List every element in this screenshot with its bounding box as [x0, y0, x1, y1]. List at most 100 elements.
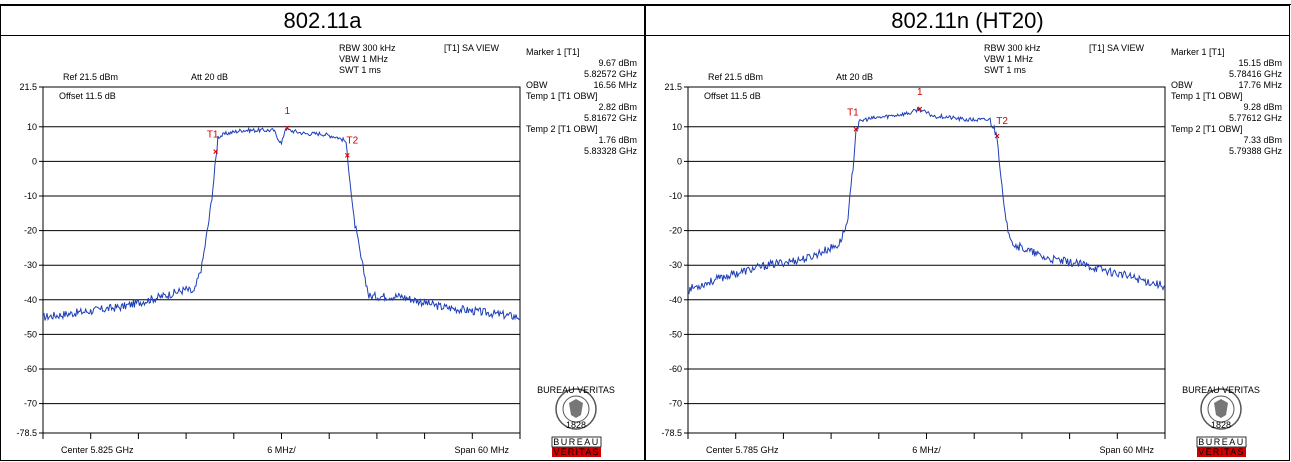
marker-t2 — [994, 133, 1000, 139]
marker-panel-value: 5.82572 GHz — [584, 69, 638, 79]
y-tick-label: -20 — [24, 226, 37, 236]
marker-panel-value: 9.67 dBm — [598, 58, 637, 68]
logo-bureau: BUREAU — [1198, 437, 1245, 447]
marker-t1 — [213, 149, 219, 154]
plot-frame — [42, 86, 521, 434]
y-tick-label: 21.5 — [664, 82, 682, 92]
marker-1 — [284, 125, 290, 131]
logo-year: 1828 — [1211, 420, 1231, 430]
span-label: Span 60 MHz — [454, 445, 509, 455]
marker-panel-label: Marker 1 [T1] — [1171, 47, 1225, 57]
setting-label: SWT 1 ms — [984, 65, 1026, 75]
spectrum-trace — [42, 126, 521, 322]
y-tick-label: 0 — [32, 156, 37, 166]
y-tick-label: -50 — [24, 329, 37, 339]
panel-802-11n-ht20: 802.11n (HT20) RBW 300 kHz VBW 1 MHz SWT 1… — [645, 5, 1290, 461]
logo-text-top: BUREAU VERITAS — [537, 385, 615, 395]
division-label: 6 MHz/ — [912, 445, 941, 455]
view-label: [T1] SA VIEW — [1089, 43, 1145, 53]
y-tick-label: -40 — [669, 295, 682, 305]
plot-frame — [687, 86, 1166, 434]
marker-panel-label: Temp 2 [T1 OBW] — [526, 124, 598, 134]
marker-panel-value: 5.79388 GHz — [1229, 146, 1283, 156]
logo-seal-inner — [562, 395, 590, 423]
y-tick-label: -30 — [669, 260, 682, 270]
y-tick-label: -10 — [24, 191, 37, 201]
setting-label: RBW 300 kHz — [984, 43, 1041, 53]
logo-text-top: BUREAU VERITAS — [1182, 385, 1260, 395]
attenuation-label: Att 20 dB — [191, 72, 228, 82]
y-tick-label: -70 — [669, 399, 682, 409]
logo-figure — [569, 399, 583, 418]
y-tick-label: 0 — [677, 156, 682, 166]
ref-level-label: Ref 21.5 dBm — [63, 72, 118, 82]
panel-title: 802.11n (HT20) — [646, 6, 1289, 36]
marker-label: T2 — [346, 135, 358, 146]
logo-veritas: VERITAS — [553, 447, 599, 457]
marker-panel-value: 7.33 dBm — [1243, 135, 1282, 145]
marker-panel-value: 17.76 MHz — [1238, 80, 1282, 90]
marker-panel-label: Marker 1 [T1] — [526, 47, 580, 57]
offset-label: Offset 11.5 dB — [704, 91, 761, 101]
y-tick-label: -78.5 — [661, 428, 682, 438]
attenuation-label: Att 20 dB — [836, 72, 873, 82]
division-label: 6 MHz/ — [267, 445, 296, 455]
view-label: [T1] SA VIEW — [444, 43, 500, 53]
y-tick-label: -78.5 — [16, 428, 37, 438]
setting-label: RBW 300 kHz — [339, 43, 396, 53]
y-tick-label: -60 — [24, 364, 37, 374]
marker-label: T2 — [996, 116, 1008, 127]
logo-box-bottom — [1197, 447, 1246, 457]
span-label: Span 60 MHz — [1099, 445, 1154, 455]
marker-panel-label: Temp 1 [T1 OBW] — [1171, 91, 1243, 101]
marker-1 — [917, 106, 923, 112]
y-tick-label: -70 — [24, 399, 37, 409]
y-tick-label: 10 — [672, 122, 682, 132]
marker-label: 1 — [284, 106, 290, 117]
spectrum-trace — [687, 106, 1166, 295]
marker-t1 — [853, 126, 859, 132]
logo-figure — [1214, 399, 1228, 418]
y-tick-label: 21.5 — [19, 82, 37, 92]
offset-label: Offset 11.5 dB — [59, 91, 116, 101]
ref-level-label: Ref 21.5 dBm — [708, 72, 763, 82]
logo-veritas: VERITAS — [1198, 447, 1244, 457]
y-tick-label: -20 — [669, 226, 682, 236]
setting-label: VBW 1 MHz — [339, 54, 389, 64]
marker-panel-value: 5.78416 GHz — [1229, 69, 1283, 79]
marker-panel-value: 16.56 MHz — [593, 80, 637, 90]
y-tick-label: -60 — [669, 364, 682, 374]
y-tick-label: -50 — [669, 329, 682, 339]
marker-label: T1 — [847, 107, 859, 118]
y-tick-label: -10 — [669, 191, 682, 201]
marker-panel-label: Temp 1 [T1 OBW] — [526, 91, 598, 101]
marker-t2 — [344, 152, 350, 158]
marker-panel-label: OBW — [526, 80, 548, 90]
logo-year: 1828 — [566, 420, 586, 430]
logo-seal-inner — [1207, 395, 1235, 423]
logo-box-bottom — [552, 447, 601, 457]
marker-panel-value: 9.28 dBm — [1243, 102, 1282, 112]
marker-panel-label: Temp 2 [T1 OBW] — [1171, 124, 1243, 134]
y-tick-label: 10 — [27, 122, 37, 132]
marker-label: 1 — [917, 87, 923, 98]
panel-title: 802.11a — [1, 6, 644, 36]
setting-label: VBW 1 MHz — [984, 54, 1034, 64]
marker-panel-value: 2.82 dBm — [598, 102, 637, 112]
marker-panel-label: OBW — [1171, 80, 1193, 90]
y-tick-label: -30 — [24, 260, 37, 270]
marker-panel-value: 1.76 dBm — [598, 135, 637, 145]
marker-label: T1 — [207, 130, 219, 141]
setting-label: SWT 1 ms — [339, 65, 381, 75]
marker-panel-value: 5.77612 GHz — [1229, 113, 1283, 123]
marker-panel-value: 5.83328 GHz — [584, 146, 638, 156]
top-border — [0, 0, 1291, 5]
marker-panel-value: 15.15 dBm — [1238, 58, 1282, 68]
logo-bureau: BUREAU — [553, 437, 600, 447]
center-frequency-label: Center 5.785 GHz — [706, 445, 779, 455]
y-tick-label: -40 — [24, 295, 37, 305]
